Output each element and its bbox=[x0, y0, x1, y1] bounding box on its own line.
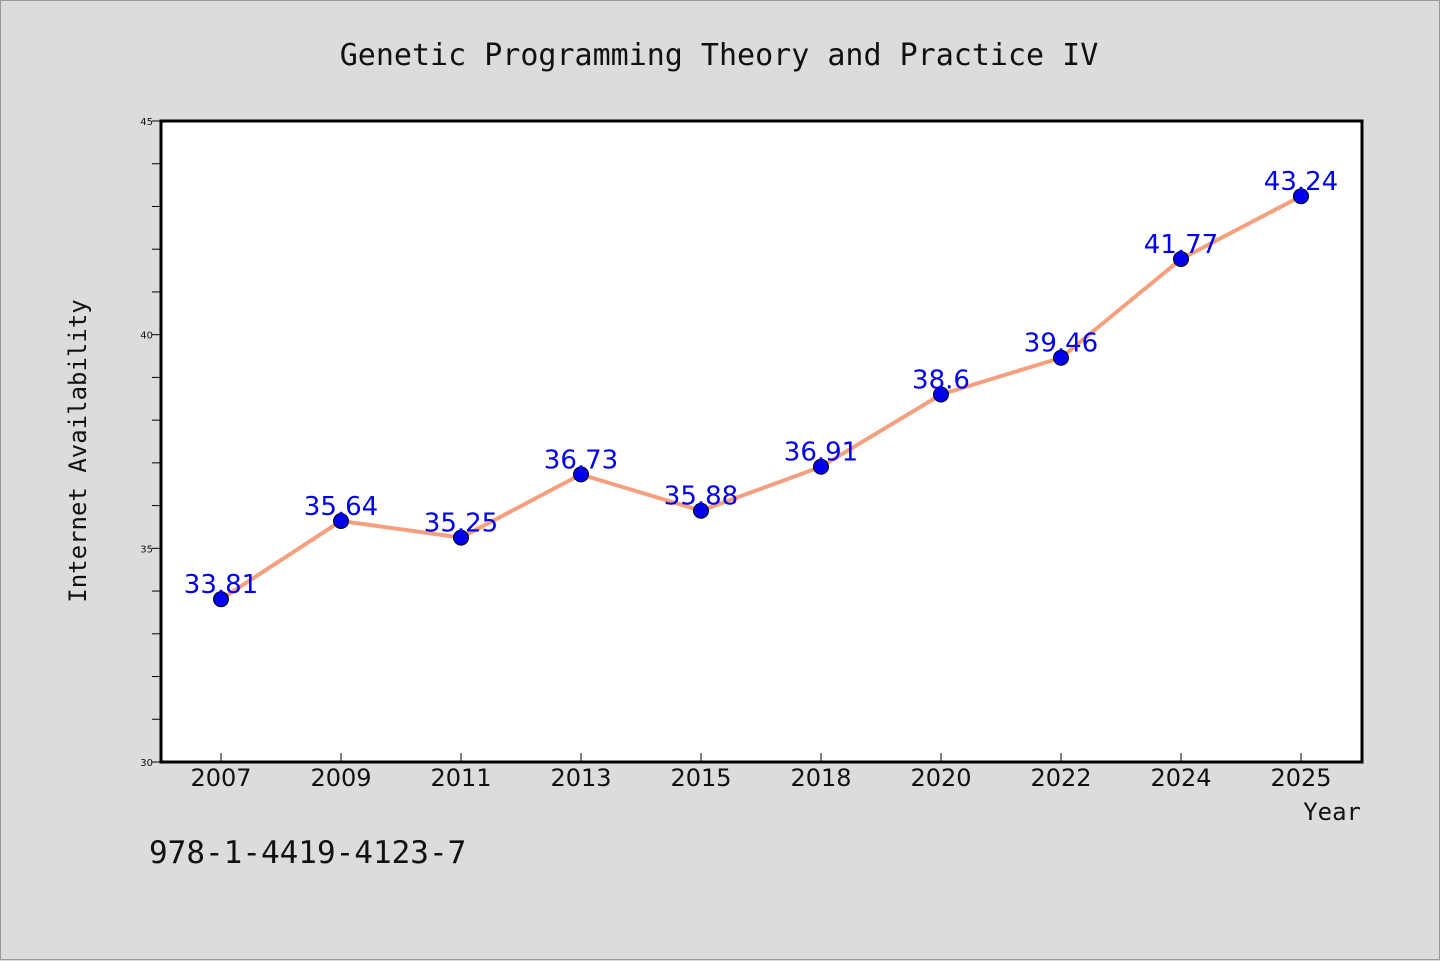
y-axis-ticks: 30 35 40 45 bbox=[140, 117, 161, 769]
data-point bbox=[813, 458, 829, 475]
data-point bbox=[573, 466, 589, 483]
x-tick-label: 2015 bbox=[670, 764, 731, 792]
data-label: 36.73 bbox=[544, 445, 618, 475]
data-point bbox=[693, 502, 709, 519]
y-tick-label: 30 bbox=[140, 758, 153, 769]
data-point bbox=[333, 512, 349, 529]
data-label: 35.64 bbox=[304, 492, 378, 522]
series-layer: 33.81 35.64 35.25 36.73 35.88 36.91 38.6 39.46 4… bbox=[184, 167, 1338, 608]
x-tick-label: 2018 bbox=[790, 764, 851, 792]
data-point bbox=[933, 386, 949, 403]
data-point bbox=[453, 529, 469, 546]
chart-title: Genetic Programming Theory and Practice … bbox=[340, 38, 1099, 73]
x-tick-label: 2022 bbox=[1030, 764, 1091, 792]
x-axis-ticks: 2007 2009 2011 2013 2015 2018 2020 2022 2024 2025 bbox=[190, 753, 1332, 792]
series-line bbox=[219, 194, 1303, 602]
x-tick-label: 2020 bbox=[910, 764, 971, 792]
data-label: 35.25 bbox=[424, 509, 498, 539]
x-axis-label: Year bbox=[1303, 798, 1361, 826]
y-axis-label: Internet Availability bbox=[64, 299, 92, 602]
data-label: 39.46 bbox=[1024, 329, 1098, 359]
plot-area bbox=[159, 119, 1364, 764]
data-point bbox=[1173, 251, 1189, 268]
x-tick-label: 2007 bbox=[190, 764, 251, 792]
data-label: 36.91 bbox=[784, 438, 858, 468]
y-tick-label: 45 bbox=[140, 117, 153, 128]
data-point bbox=[1293, 188, 1309, 205]
data-label: 33.81 bbox=[184, 570, 258, 600]
isbn-text: 978-1-4419-4123-7 bbox=[149, 835, 467, 871]
x-tick-label: 2011 bbox=[430, 764, 491, 792]
data-label: 41.77 bbox=[1144, 230, 1218, 260]
y-tick-label: 40 bbox=[140, 331, 153, 342]
y-tick-label: 35 bbox=[140, 544, 153, 555]
x-tick-label: 2013 bbox=[550, 764, 611, 792]
data-point bbox=[213, 591, 229, 608]
x-tick-label: 2024 bbox=[1150, 764, 1211, 792]
x-tick-label: 2025 bbox=[1270, 764, 1331, 792]
data-label: 35.88 bbox=[664, 482, 738, 512]
data-label: 43.24 bbox=[1264, 167, 1338, 197]
data-label: 38.6 bbox=[912, 365, 970, 395]
x-tick-label: 2009 bbox=[310, 764, 371, 792]
data-point bbox=[1053, 349, 1069, 366]
